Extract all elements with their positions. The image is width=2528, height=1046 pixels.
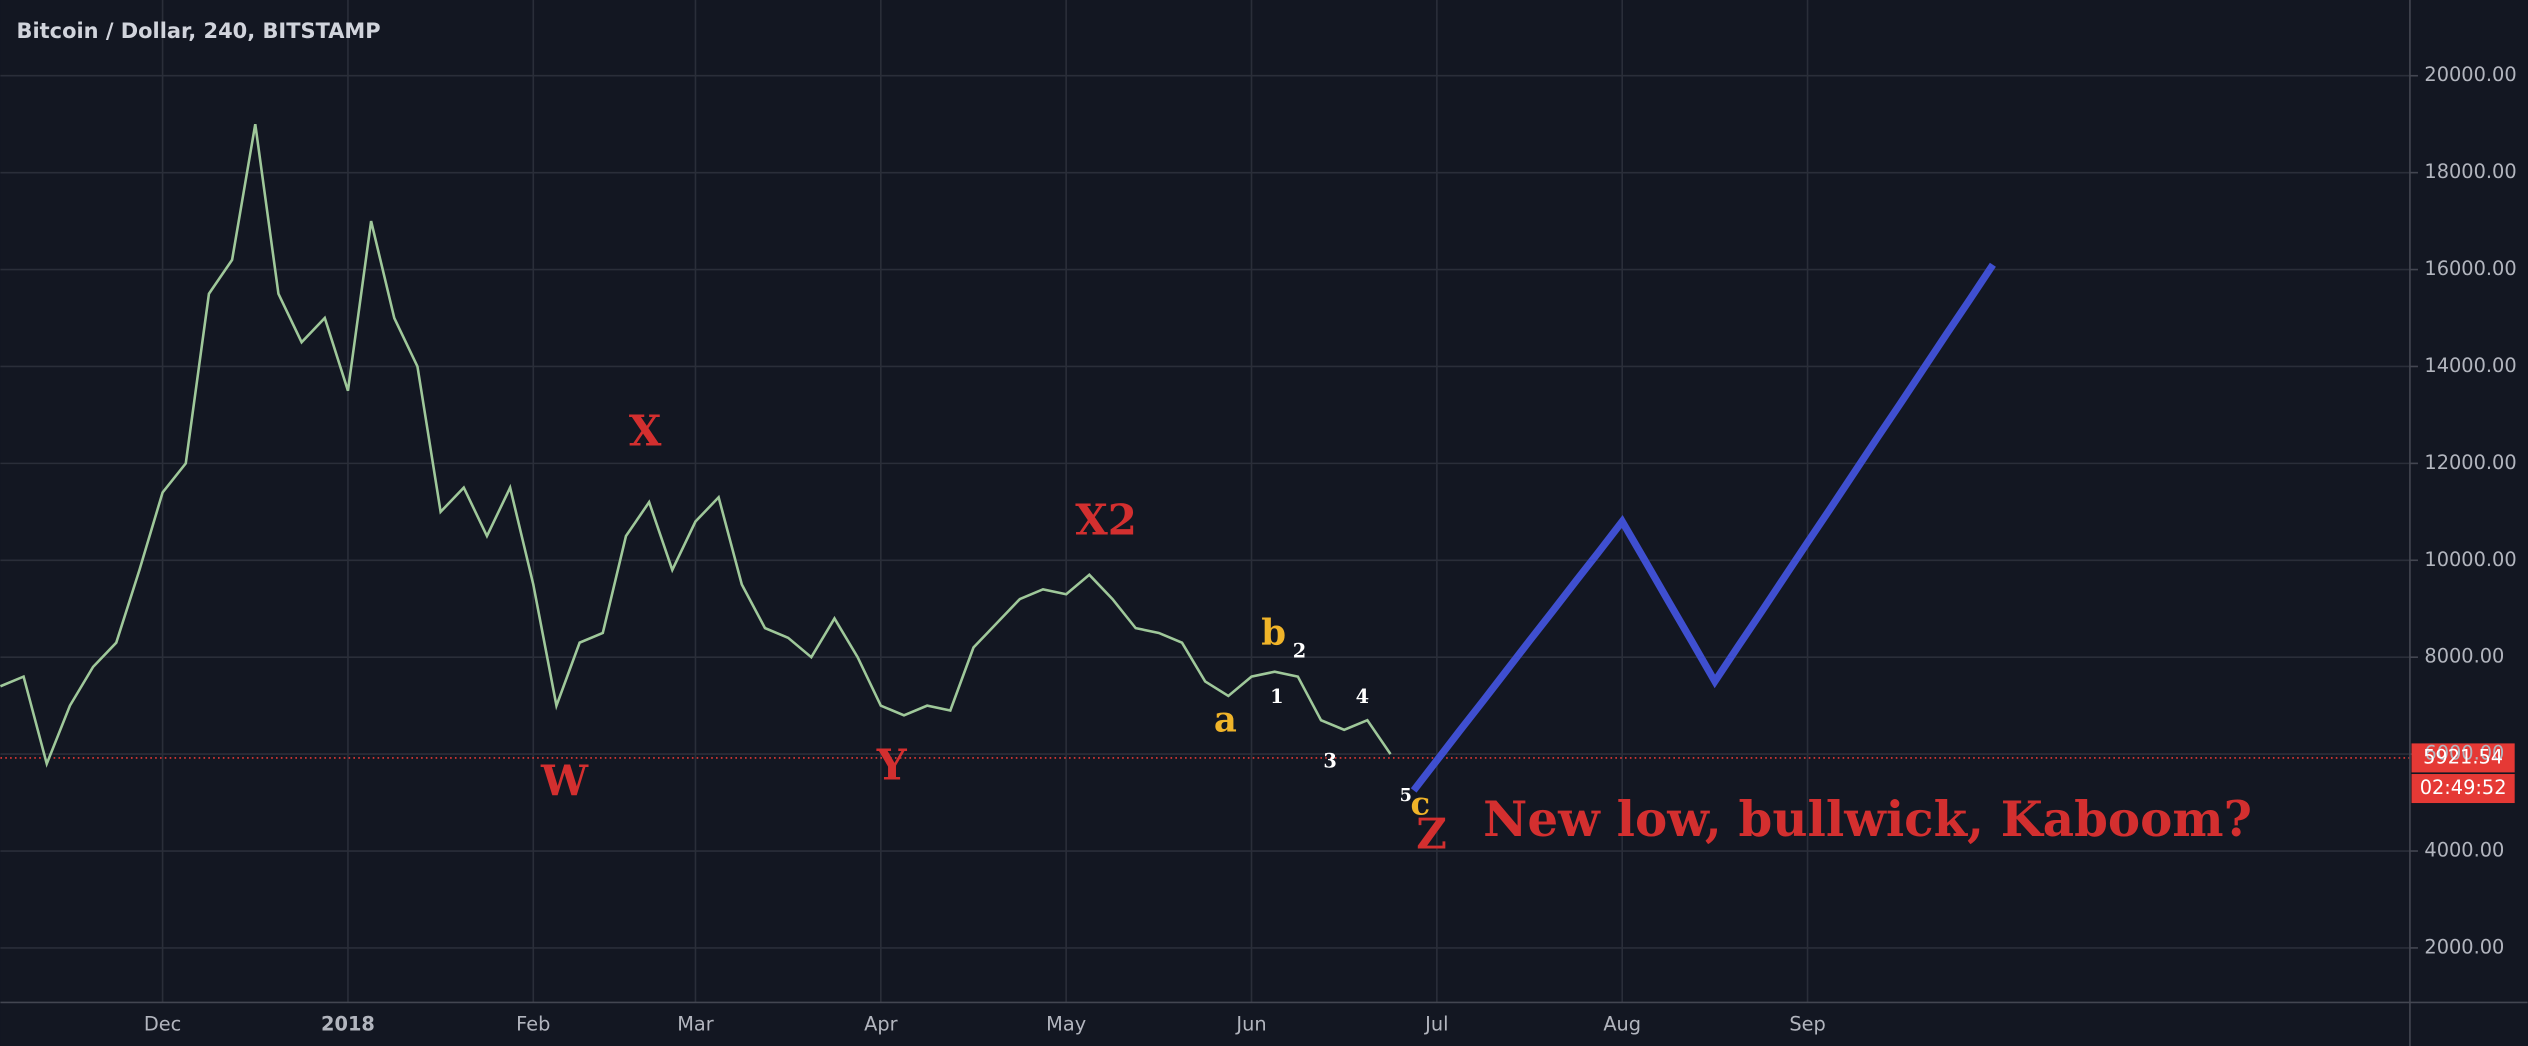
series-line [0,123,1392,768]
annotation: X [629,407,662,456]
x-tick-label: Aug [1603,1013,1641,1036]
annotation: X2 [1075,495,1137,544]
x-tick-label: Feb [516,1013,550,1036]
x-tick-label: Jun [1235,1013,1266,1036]
x-tick-label: 2018 [321,1013,375,1036]
annotation: 2 [1293,640,1306,663]
annotation: New low, bullwick, Kaboom? [1483,792,2252,848]
annotation: W [540,756,589,805]
annotation: 4 [1356,685,1369,708]
y-tick-label: 14000.00 [2424,354,2516,377]
annotation: a [1214,700,1237,741]
annotation: 5 [1400,785,1412,806]
annotation: Z [1416,810,1447,859]
y-tick-label: 16000.00 [2424,257,2516,280]
y-tick-label: 18000.00 [2424,160,2516,183]
x-tick-label: Jul [1424,1013,1448,1036]
x-tick-label: Apr [864,1013,897,1036]
x-tick-label: Mar [677,1013,714,1036]
series-line [1410,262,1996,793]
y-tick-label: 4000.00 [2424,839,2504,862]
countdown-label: 02:49:52 [2420,776,2507,799]
y-tick-label: 20000.00 [2424,63,2516,86]
y-tick-label: 2000.00 [2424,935,2504,958]
y-tick-label: 8000.00 [2424,645,2504,668]
x-tick-label: May [1046,1013,1086,1036]
countdown-box [2411,774,2515,804]
x-tick-label: Sep [1789,1013,1825,1036]
last-price-box [2411,743,2515,773]
annotation: b [1261,613,1286,654]
chart-title: Bitcoin / Dollar, 240, BITSTAMP [17,19,381,43]
y-tick-label: 10000.00 [2424,548,2516,571]
last-price-label: 5921.54 [2423,745,2503,768]
y-tick-label: 6000.00 [2424,742,2504,765]
y-tick-label: 12000.00 [2424,451,2516,474]
x-tick-label: Dec [144,1013,181,1036]
annotation: Y [876,740,908,789]
annotation: 1 [1270,685,1283,708]
annotation: 3 [1323,749,1336,772]
annotation: c [1411,784,1431,822]
